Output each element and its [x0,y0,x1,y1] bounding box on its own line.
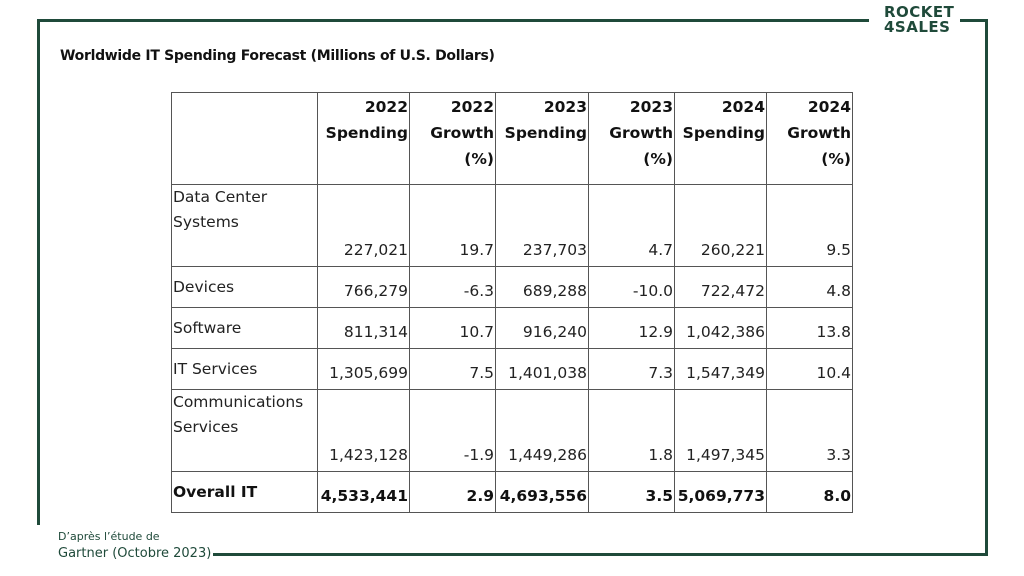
table-cell: 2.9 [409,471,496,513]
brand-logo: ROCKET 4SALES [884,5,956,35]
table-cell: 1,547,349 [674,348,767,390]
table-cell: 1,423,128 [317,389,410,472]
table-cell: 1.8 [588,389,675,472]
row-label: Software [171,307,318,349]
row-label-line: Devices [173,278,235,296]
table-cell: -10.0 [588,266,675,308]
table-row: Data Center Systems 227,021 19.7 237,703 4.7 2… [171,184,853,267]
header-corner [171,92,318,185]
table-cell: 916,240 [495,307,589,349]
brand-logo-line1: ROCKET [884,3,955,21]
brand-logo-line2: 4SALES [884,18,951,36]
table-cell: 689,288 [495,266,589,308]
table-cell: 13.8 [766,307,853,349]
source-line2: Gartner (Octobre 2023) [58,546,212,561]
table-cell: 260,221 [674,184,767,267]
table-cell: 1,497,345 [674,389,767,472]
table-cell: 8.0 [766,471,853,513]
row-label-line: Software [173,319,242,337]
row-label: Communications Services [171,389,318,472]
table-row: Software 811,314 10.7 916,240 12.9 1,042,386 1… [171,307,853,349]
table-cell: 3.3 [766,389,853,472]
row-label: Data Center Systems [171,184,318,267]
frame-left [37,19,40,525]
column-header: 2024 Spending [674,92,767,185]
frame-top-left [37,19,869,22]
page-title: Worldwide IT Spending Forecast (Millions… [60,48,495,64]
row-label-line: Systems [173,213,239,231]
column-header: 2023 Spending [495,92,589,185]
table-cell: -6.3 [409,266,496,308]
row-label-line: Communications [173,393,304,411]
row-label-line: Data Center [173,188,268,206]
row-label: Overall IT [171,471,318,513]
table-row: Communications Services 1,423,128 -1.9 1,449… [171,389,853,472]
row-label: Devices [171,266,318,308]
spending-table: 2022 Spending 2022 Growth (%) 2023 Spendin… [171,92,853,513]
table-row: Overall IT 4,533,441 2.9 4,693,556 3.5 5,069,… [171,471,853,513]
table-cell: 4,693,556 [495,471,589,513]
table-cell: 4,533,441 [317,471,410,513]
table-cell: 5,069,773 [674,471,767,513]
table-body: Data Center Systems 227,021 19.7 237,703 4.7 2… [171,184,853,513]
frame-bottom [213,553,988,556]
table-cell: 4.8 [766,266,853,308]
table-row: Devices 766,279 -6.3 689,288 -10.0 722,472 4.8 [171,266,853,308]
table-cell: 227,021 [317,184,410,267]
frame-right [985,19,988,555]
column-header: 2023 Growth (%) [588,92,675,185]
table-cell: 1,449,286 [495,389,589,472]
table-cell: 1,042,386 [674,307,767,349]
table-cell: 4.7 [588,184,675,267]
table-cell: 722,472 [674,266,767,308]
table-cell: 10.4 [766,348,853,390]
table-cell: 766,279 [317,266,410,308]
row-label-line: IT Services [173,360,258,378]
table-cell: 19.7 [409,184,496,267]
table-cell: 7.3 [588,348,675,390]
table-header-row: 2022 Spending 2022 Growth (%) 2023 Spendin… [171,92,853,185]
table-cell: 12.9 [588,307,675,349]
row-label-line: Services [173,418,239,436]
table-cell: 3.5 [588,471,675,513]
table-cell: 1,401,038 [495,348,589,390]
column-header: 2024 Growth (%) [766,92,853,185]
source-line1: D’après l’étude de [58,530,160,543]
table-row: IT Services 1,305,699 7.5 1,401,038 7.3 1,547… [171,348,853,390]
row-label: IT Services [171,348,318,390]
table-cell: 811,314 [317,307,410,349]
column-header: 2022 Spending [317,92,410,185]
table-cell: 1,305,699 [317,348,410,390]
row-label-line: Overall IT [173,483,258,501]
table-cell: 237,703 [495,184,589,267]
table-cell: -1.9 [409,389,496,472]
source-note: D’après l’étude de Gartner (Octobre 2023… [58,530,211,561]
table-cell: 7.5 [409,348,496,390]
column-header: 2022 Growth (%) [409,92,496,185]
table-cell: 10.7 [409,307,496,349]
frame-top-right [960,19,988,22]
table-cell: 9.5 [766,184,853,267]
